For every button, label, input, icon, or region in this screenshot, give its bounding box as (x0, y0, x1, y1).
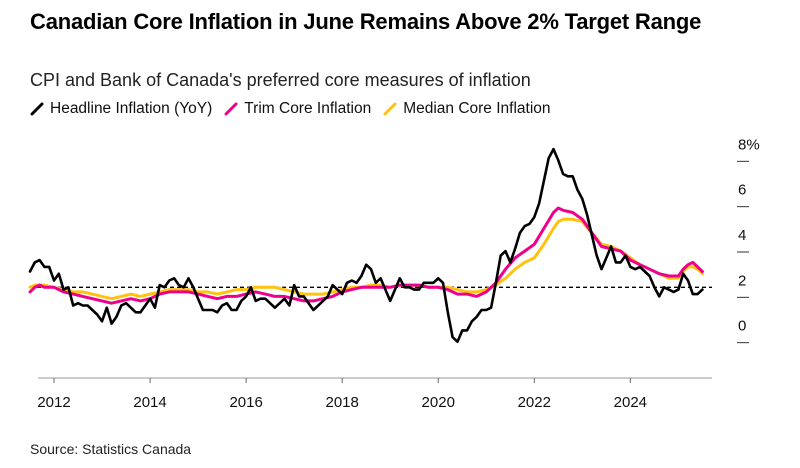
chart-subtitle: CPI and Bank of Canada's preferred core … (30, 70, 531, 90)
x-tick-label: 2014 (133, 394, 166, 411)
legend-swatch-median (383, 102, 397, 116)
chart-title: Canadian Core Inflation in June Remains … (30, 9, 702, 34)
x-tick-label: 2016 (229, 394, 262, 411)
headline-inflation-line (28, 147, 704, 343)
legend-label-median: Median Core Inflation (403, 100, 551, 117)
x-tick-label: 2018 (325, 394, 358, 411)
legend-item-headline: Headline Inflation (YoY) (30, 100, 212, 118)
legend-label-trim: Trim Core Inflation (244, 100, 372, 117)
legend-item-trim: Trim Core Inflation (224, 100, 371, 118)
y-tick-label: 2 (738, 272, 746, 289)
y-tick-label: 4 (738, 227, 746, 244)
trim-core-inflation-line (28, 206, 704, 305)
legend-swatch-headline (30, 102, 44, 116)
x-tick-label: 2022 (518, 394, 551, 411)
source-note: Source: Statistics Canada (30, 441, 192, 457)
y-tick-label: 0 (738, 318, 746, 335)
x-tick-label: 2012 (37, 394, 70, 411)
median-core-inflation-line (28, 217, 704, 301)
x-tick-label: 2020 (422, 394, 455, 411)
y-tick-label: 8% (738, 136, 760, 153)
x-tick-label: 2024 (614, 394, 647, 411)
legend-label-headline: Headline Inflation (YoY) (50, 100, 213, 117)
legend-item-median: Median Core Inflation (383, 100, 551, 118)
chart-legend: Headline Inflation (YoY) Trim Core Infla… (30, 100, 563, 118)
legend-swatch-trim (224, 102, 238, 116)
y-tick-label: 6 (738, 182, 746, 199)
